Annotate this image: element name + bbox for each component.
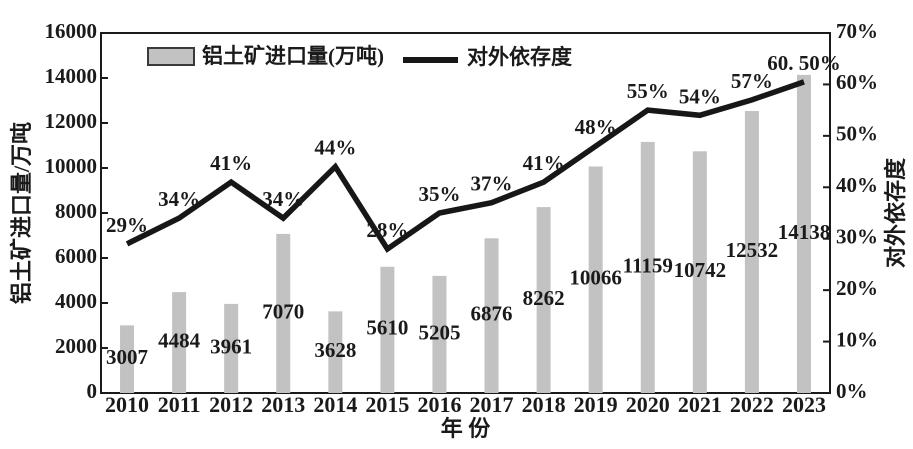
right-axis-tick-label: 70% xyxy=(836,19,878,43)
bar-2012 xyxy=(224,303,239,393)
bar-value-label: 11159 xyxy=(623,253,673,277)
bar-value-label: 8262 xyxy=(523,286,565,310)
dependence-point-label: 41% xyxy=(210,151,252,175)
x-axis-year-label: 2012 xyxy=(209,392,253,417)
dependence-point-label: 37% xyxy=(471,172,513,196)
x-axis-year-label: 2021 xyxy=(678,392,722,417)
bar-2010 xyxy=(120,325,135,393)
right-axis-tick-label: 40% xyxy=(836,173,878,197)
bar-2019 xyxy=(588,166,603,393)
left-axis-tick-label: 6000 xyxy=(55,244,97,268)
left-axis-tick-label: 8000 xyxy=(55,199,97,223)
dependence-point-label: 44% xyxy=(314,136,356,160)
dependence-point-label: 29% xyxy=(106,213,148,237)
bar-value-label: 5205 xyxy=(418,320,460,344)
x-axis-year-label: 2022 xyxy=(730,392,774,417)
x-axis-year-label: 2014 xyxy=(313,392,357,417)
right-axis-tick-label: 0% xyxy=(836,379,868,403)
x-axis-year-label: 2018 xyxy=(522,392,566,417)
dependence-point-label: 57% xyxy=(731,69,773,93)
dependence-point-label: 41% xyxy=(523,151,565,175)
dependence-point-label: 34% xyxy=(262,187,304,211)
bar-value-label: 10742 xyxy=(674,258,727,282)
bar-value-label: 12532 xyxy=(726,238,779,262)
right-axis-title: 对外依存度 xyxy=(883,157,908,268)
dependence-point-label: 54% xyxy=(679,84,721,108)
dependence-point-label: 28% xyxy=(366,218,408,242)
left-axis-tick-label: 12000 xyxy=(45,109,98,133)
bar-value-label: 14138 xyxy=(778,220,831,244)
right-axis-tick-label: 30% xyxy=(836,225,878,249)
bar-value-label: 3961 xyxy=(210,334,252,358)
bar-value-label: 10066 xyxy=(569,266,622,290)
legend-line-label: 对外依存度 xyxy=(467,45,572,69)
left-axis-tick-label: 0 xyxy=(87,379,98,403)
bar-value-label: 4484 xyxy=(158,328,201,352)
x-axis-year-label: 2015 xyxy=(365,392,409,417)
left-axis-tick-label: 4000 xyxy=(55,289,97,313)
legend-bar-swatch xyxy=(147,47,195,66)
bar-2018 xyxy=(536,207,551,393)
bar-2022 xyxy=(744,111,759,393)
x-axis-year-label: 2013 xyxy=(261,392,305,417)
dependence-point-label: 55% xyxy=(627,79,669,103)
dependence-point-label: 34% xyxy=(158,187,200,211)
x-axis-year-label: 2023 xyxy=(782,392,826,417)
dependence-point-label: 48% xyxy=(575,115,617,139)
dependence-line xyxy=(125,79,805,253)
bar-value-label: 5610 xyxy=(366,316,408,340)
x-axis-year-label: 2020 xyxy=(626,392,670,417)
dependence-point-label: 35% xyxy=(418,182,460,206)
x-axis-year-label: 2017 xyxy=(470,392,514,417)
bar-value-label: 7070 xyxy=(262,299,304,323)
bar-2014 xyxy=(328,311,343,393)
right-axis-tick-label: 10% xyxy=(836,327,878,351)
bar-2017 xyxy=(484,238,499,393)
x-axis-title: 年 份 xyxy=(441,416,492,441)
left-axis-tick-label: 16000 xyxy=(45,19,98,43)
bar-2016 xyxy=(432,275,447,393)
bar-2015 xyxy=(380,266,395,393)
right-axis-tick-label: 20% xyxy=(836,276,878,300)
bar-2020 xyxy=(640,141,655,393)
bar-2023 xyxy=(796,74,811,394)
left-axis-tick-label: 10000 xyxy=(45,154,98,178)
dependence-point-label: 60. 50% xyxy=(767,51,841,75)
right-axis-tick-label: 60% xyxy=(836,70,878,94)
x-axis-year-label: 2019 xyxy=(574,392,618,417)
left-axis-title: 铝土矿进口量/万吨 xyxy=(9,122,34,304)
x-axis-year-label: 2011 xyxy=(158,392,201,417)
bar-2021 xyxy=(692,151,707,393)
left-axis-tick-label: 2000 xyxy=(55,334,97,358)
bar-value-label: 6876 xyxy=(471,301,513,325)
left-axis-tick-label: 14000 xyxy=(45,64,98,88)
bar-value-label: 3628 xyxy=(314,338,356,362)
bar-2011 xyxy=(172,292,187,393)
bar-2013 xyxy=(276,233,291,393)
right-axis-tick-label: 50% xyxy=(836,122,878,146)
bar-value-label: 3007 xyxy=(106,345,148,369)
x-axis-year-label: 2016 xyxy=(417,392,461,417)
x-axis-year-label: 2010 xyxy=(105,392,149,417)
legend-bar-label: 铝土矿进口量(万吨) xyxy=(202,44,384,68)
